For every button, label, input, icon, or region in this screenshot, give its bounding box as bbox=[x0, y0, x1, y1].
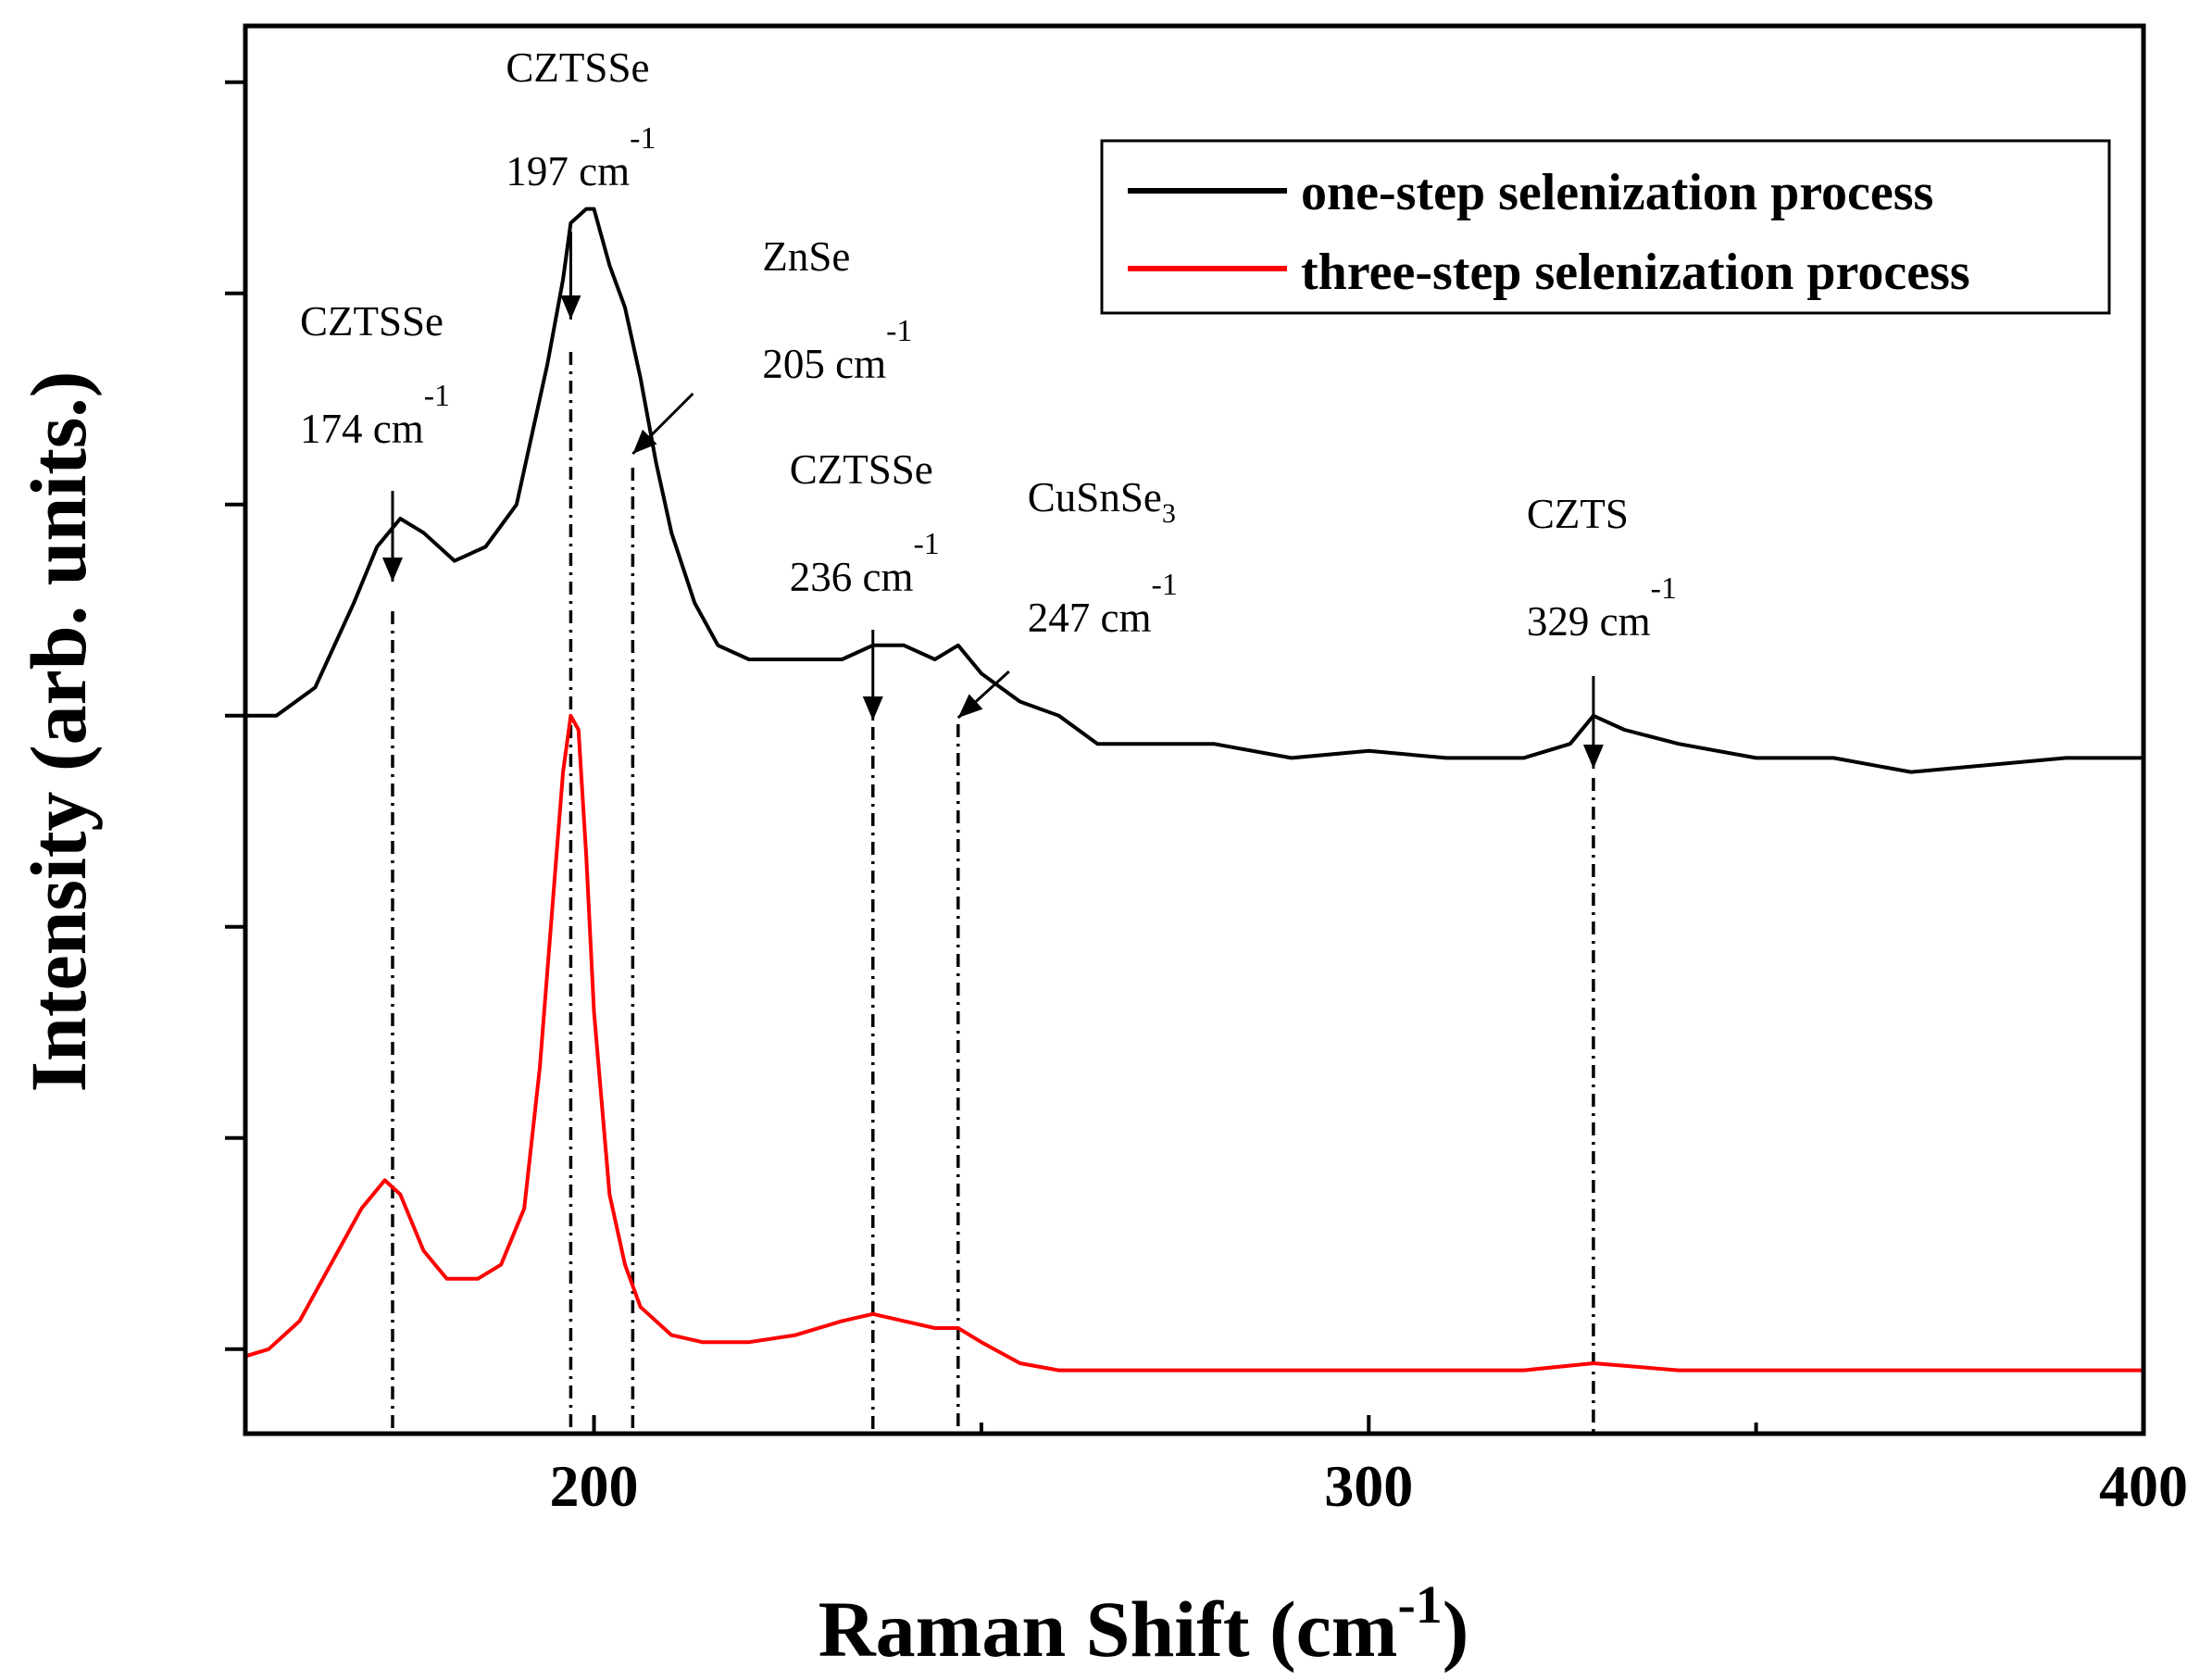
peak-label-subscript: 3 bbox=[1162, 498, 1176, 529]
peak-arrow-head bbox=[1582, 745, 1604, 769]
x-tick-label: 400 bbox=[2099, 1453, 2188, 1519]
peak-arrow-head bbox=[632, 429, 657, 454]
peak-value: 197 cm-1 bbox=[506, 121, 656, 194]
peak-arrow-head bbox=[862, 696, 883, 721]
y-axis-ticks bbox=[225, 80, 245, 1351]
peak-value: 174 cm-1 bbox=[300, 379, 450, 452]
series-line-one-step bbox=[245, 207, 2143, 774]
peak-arrow-head bbox=[381, 558, 403, 582]
peak-value-superscript: -1 bbox=[424, 379, 450, 413]
peak-label: CZTSSe bbox=[790, 446, 933, 493]
legend-label-one-step: one-step selenization process bbox=[1301, 164, 1933, 221]
peak-value-superscript: -1 bbox=[913, 527, 939, 561]
peak-value-superscript: -1 bbox=[1152, 568, 1178, 602]
x-axis-ticks: 200 300 400 bbox=[550, 1415, 2188, 1519]
peak-label: CZTSSe bbox=[506, 44, 649, 91]
y-axis-title: Intensity (arb. units.) bbox=[14, 371, 103, 1093]
peak-value-superscript: -1 bbox=[886, 314, 912, 348]
x-tick-label: 200 bbox=[550, 1453, 639, 1519]
series-layer bbox=[244, 207, 2143, 1373]
peak-marker-lines bbox=[391, 352, 1595, 1434]
legend-box bbox=[1100, 139, 2111, 315]
x-axis-title: Raman Shift (cm-1) bbox=[819, 1574, 1469, 1674]
legend-label-three-step: three-step selenization process bbox=[1301, 244, 1970, 301]
peak-value: 205 cm-1 bbox=[762, 314, 912, 387]
peak-label: CZTSSe bbox=[300, 298, 444, 345]
peak-arrow-head bbox=[957, 694, 983, 718]
peak-value-superscript: -1 bbox=[1651, 571, 1677, 606]
plot-frame bbox=[243, 23, 2146, 1436]
peak-value-superscript: -1 bbox=[630, 121, 656, 156]
peak-arrow-head bbox=[560, 295, 581, 320]
peak-value: 247 cm-1 bbox=[1028, 568, 1178, 641]
peak-value: 329 cm-1 bbox=[1527, 571, 1677, 645]
series-line-three-step bbox=[244, 713, 2143, 1373]
legend: one-step selenization process three-step… bbox=[1100, 139, 2111, 315]
peak-label: CZTS bbox=[1527, 491, 1629, 537]
peak-label: ZnSe bbox=[762, 233, 850, 280]
peak-label: CuSnSe3 bbox=[1028, 474, 1176, 529]
x-tick-label: 300 bbox=[1324, 1453, 1413, 1519]
peak-value: 236 cm-1 bbox=[790, 527, 940, 600]
